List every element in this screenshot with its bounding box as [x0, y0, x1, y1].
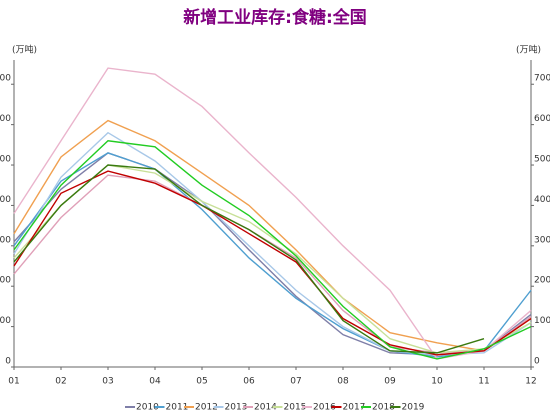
legend-label: 2015 [284, 403, 307, 413]
y2-unit: (万吨) [516, 44, 541, 56]
y-tick-label: 700 [0, 74, 11, 84]
series-line [13, 170, 532, 356]
y-tick-label: 400 [0, 195, 11, 205]
series-line [13, 152, 532, 358]
y2-tick-label: 300 [534, 235, 550, 245]
legend-label: 2018 [372, 403, 395, 413]
chart-title: 新增工业库存:食糖:全国 [183, 7, 367, 28]
legend-label: 2016 [313, 403, 336, 413]
y2-tick-label: 600 [534, 114, 550, 124]
y2-tick-label: 400 [534, 195, 550, 205]
legend-label: 2019 [402, 403, 425, 413]
y-tick-label: 100 [0, 316, 11, 326]
legend-label: 2013 [225, 403, 248, 413]
series-line [13, 152, 532, 356]
x-tick-label: 02 [55, 377, 66, 387]
x-tick-label: 05 [196, 377, 207, 387]
y-tick-label: 500 [0, 155, 11, 165]
series-line [13, 140, 532, 360]
series-line [13, 164, 532, 354]
x-tick-label: 11 [478, 377, 489, 387]
y2-tick-label: 700 [534, 74, 550, 84]
y-tick-label: 300 [0, 235, 11, 245]
x-tick-label: 01 [8, 377, 19, 387]
y2-tick-label: 200 [534, 276, 550, 286]
series-line [13, 164, 485, 354]
legend-label: 2010 [136, 403, 159, 413]
y-tick-label: 0 [5, 357, 11, 367]
x-tick-label: 06 [243, 377, 255, 387]
y2-tick-label: 100 [534, 316, 550, 326]
legend-label: 2012 [195, 403, 218, 413]
y2-tick-label: 500 [534, 155, 550, 165]
legend-label: 2011 [166, 403, 189, 413]
x-tick-label: 04 [149, 377, 161, 387]
series-line [13, 67, 532, 360]
legend-label: 2017 [343, 403, 366, 413]
x-tick-label: 07 [290, 377, 301, 387]
series-line [13, 119, 532, 352]
x-tick-label: 03 [102, 377, 113, 387]
x-tick-label: 12 [525, 377, 536, 387]
x-tick-label: 09 [384, 377, 396, 387]
x-tick-label: 10 [431, 377, 443, 387]
legend-label: 2014 [254, 403, 277, 413]
y2-tick-label: 0 [534, 357, 540, 367]
y-tick-label: 600 [0, 114, 11, 124]
y-unit: (万吨) [12, 44, 37, 56]
x-tick-label: 08 [337, 377, 349, 387]
series-line [13, 174, 532, 354]
y-tick-label: 200 [0, 276, 11, 286]
